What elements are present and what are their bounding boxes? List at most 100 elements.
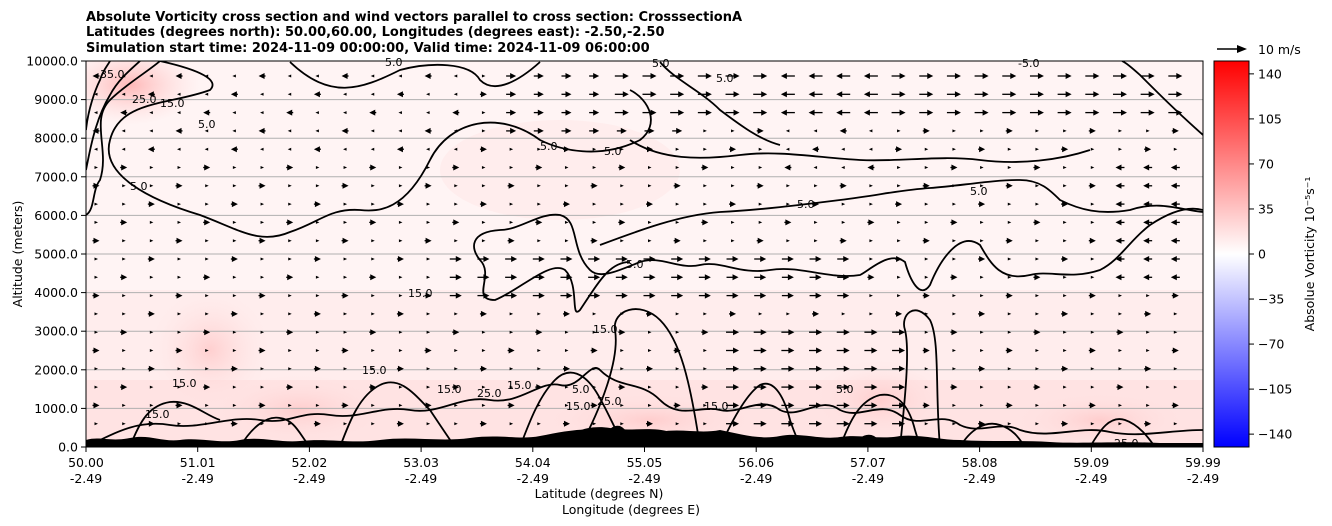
wind-vector-head [841,312,846,316]
wind-vector-head [730,201,737,208]
wind-vector-head [176,347,183,354]
wind-vector-head [703,184,707,188]
wind-vector-head [1170,274,1177,281]
wind-vector-head [370,147,375,151]
wind-vector-head [594,292,601,299]
wind-vector-head [343,330,348,334]
wind-vector-head [758,202,763,206]
contour-label-5-d: 5.0 [652,57,670,70]
wind-vector-head [343,275,348,279]
wind-vector-head [979,310,986,317]
wind-vector-head [455,292,462,299]
wind-vector-head [287,384,294,391]
wind-vector-head [760,274,767,281]
wind-vector-head [785,147,790,151]
wind-vector-head [647,146,653,153]
wind-vector-head [1062,310,1069,317]
x-tick-longitude-label: -2.49 [70,471,102,486]
wind-vector-head [1117,384,1124,391]
wind-vector-head [731,239,735,243]
wind-vector-head [481,111,486,115]
wind-vector-head [176,237,183,244]
wind-vector-head [564,385,569,389]
wind-vector-head [1007,422,1012,426]
wind-vector-head [566,274,573,281]
colorbar-tick-label: −140 [1258,427,1292,442]
colorbar-gradient [1213,60,1250,448]
wind-vector-head [1170,237,1177,244]
wind-vector-head [426,330,431,334]
wind-vector-head [371,239,375,243]
wind-vector-head [343,92,347,96]
wind-vector-head [731,184,735,188]
wind-vector-head [897,220,901,224]
wind-vector-head [1035,239,1039,243]
wind-vector-head [814,239,818,243]
wind-vector-head [564,220,569,224]
horizontal-gridlines [86,99,1203,409]
wind-vector-head [287,129,292,133]
wind-vector-head [177,166,182,169]
wind-vector-head [93,347,100,354]
wind-vector-head [232,403,237,407]
wind-vector-head [703,422,707,426]
wind-vector-head [315,184,320,188]
wind-vector-head [899,329,906,336]
wind-vector-head [1115,237,1122,244]
wind-vector-head [121,384,128,391]
wind-vector-head [678,109,685,116]
chart-title-line-2: Latitudes (degrees north): 50.00,60.00, … [86,25,665,40]
wind-vector-head [675,166,680,169]
wind-vector-head [871,365,878,372]
wind-vector-head [231,201,238,208]
wind-vector-head [149,349,154,352]
wind-vector-head [1115,219,1122,226]
wind-vector-head [923,127,930,134]
wind-vector-head [398,275,403,279]
wind-vector-head [951,164,958,171]
wind-vector-head [1146,403,1150,407]
wind-vector-head [455,256,462,262]
wind-vector-head [980,403,984,407]
wind-vector-head [315,330,320,334]
wind-vector-head [149,184,154,188]
wind-vector-head [592,330,597,334]
wind-vector-head [1148,73,1155,79]
wind-vector-head [619,329,626,336]
wind-vector-head [203,109,210,116]
wind-vector-head [952,349,956,352]
wind-vector-head [565,91,572,98]
wind-vector-head [1170,256,1177,262]
contour-label-5-i: 5.0 [970,185,988,198]
wind-vector-head [649,274,656,281]
wind-vector-head [315,220,320,224]
wind-vector-head [649,292,656,299]
wind-vector-head [620,367,624,371]
wind-vector-head [537,147,541,151]
wind-vector-head [314,420,321,427]
wind-vector-head [149,385,154,389]
wind-vector-head [808,73,815,79]
wind-vector-head [1173,422,1178,426]
wind-vector-head [702,164,709,171]
wind-vector-head [343,312,348,316]
wind-vector-head [786,202,790,206]
wind-vector-head [1146,385,1150,389]
wind-vector-head [565,73,572,79]
wind-vector-head [592,385,597,389]
wind-vector-head [288,422,292,426]
wind-vector-head [453,164,460,171]
wind-vector-head [704,256,711,262]
wind-vector-head [1035,422,1039,426]
wind-vector-head [1090,257,1095,261]
contour-label-15-f: 15.0 [437,383,462,396]
wind-vector-head [396,91,403,98]
wind-vector-head [538,256,545,262]
wind-vector-head [703,367,707,371]
wind-vector-head [260,111,264,115]
wind-vector-head [1118,403,1122,407]
wind-vector-head [952,202,956,206]
wind-vector-head [231,256,238,262]
y-tick-label: 7000.0 [34,169,78,184]
wind-vector-head [480,91,487,98]
